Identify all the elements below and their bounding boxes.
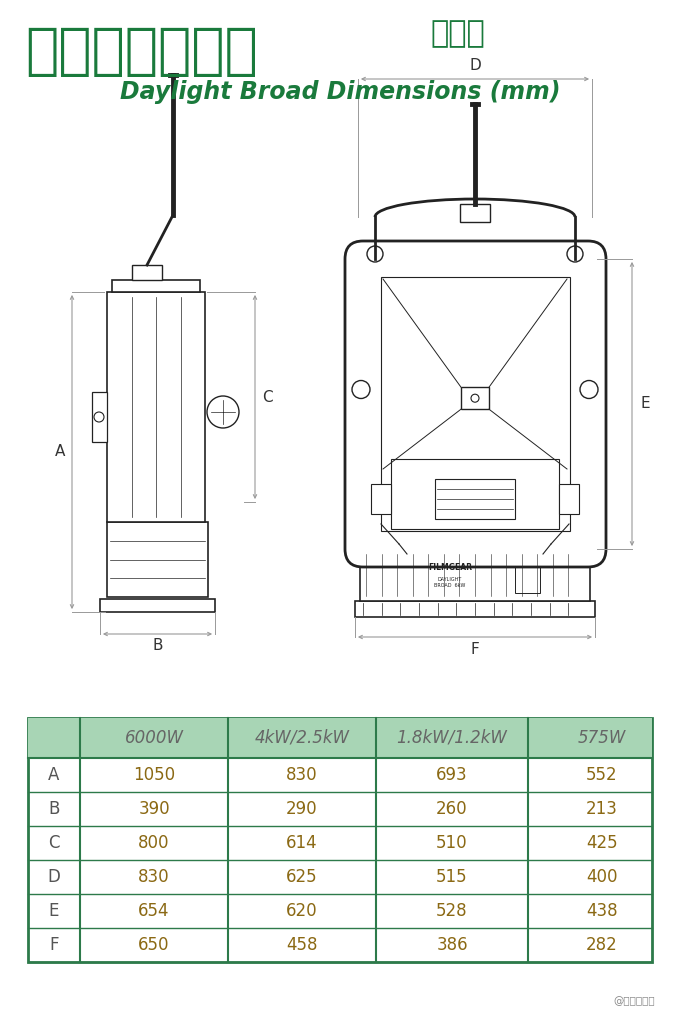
Text: C: C: [48, 834, 60, 852]
Text: A: A: [55, 444, 65, 460]
Text: 528: 528: [436, 902, 468, 920]
Text: B: B: [48, 800, 60, 818]
Text: FILMGEAR: FILMGEAR: [428, 563, 472, 572]
Text: 614: 614: [286, 834, 318, 852]
Bar: [28, 718, 652, 962]
Circle shape: [567, 246, 583, 262]
Bar: [381, 277, 570, 531]
Text: 625: 625: [286, 868, 318, 886]
Bar: [107, 522, 208, 597]
Text: 830: 830: [138, 868, 170, 886]
Text: 213: 213: [586, 800, 618, 818]
Text: E: E: [640, 397, 650, 411]
Text: E: E: [49, 902, 59, 920]
FancyBboxPatch shape: [345, 241, 606, 567]
Circle shape: [367, 246, 383, 262]
Bar: [107, 292, 205, 522]
Text: 552: 552: [586, 766, 618, 784]
Text: @影视工业网: @影视工业网: [613, 996, 655, 1006]
Bar: [559, 484, 579, 514]
Bar: [435, 479, 515, 519]
Text: 650: 650: [138, 936, 170, 954]
Circle shape: [207, 396, 239, 428]
Bar: [460, 204, 490, 222]
Text: 规格表: 规格表: [430, 19, 485, 48]
Text: 282: 282: [586, 936, 618, 954]
Text: Daylight Broad Dimensions (mm): Daylight Broad Dimensions (mm): [120, 80, 560, 104]
Text: 1.8kW/1.2kW: 1.8kW/1.2kW: [396, 729, 507, 747]
Text: 425: 425: [586, 834, 618, 852]
Text: 830: 830: [286, 766, 318, 784]
Text: 290: 290: [286, 800, 318, 818]
Circle shape: [352, 381, 370, 399]
Bar: [461, 387, 489, 409]
Bar: [371, 484, 391, 514]
Text: 575W: 575W: [578, 729, 626, 747]
Text: A: A: [48, 766, 60, 784]
Circle shape: [94, 412, 104, 422]
Text: F: F: [471, 641, 479, 656]
Text: DAYLIGHT
BROAD  6kW: DAYLIGHT BROAD 6kW: [435, 578, 466, 588]
Bar: [391, 459, 559, 529]
Bar: [360, 549, 590, 601]
Bar: [132, 265, 162, 280]
Text: 438: 438: [586, 902, 618, 920]
Text: 654: 654: [138, 902, 170, 920]
Text: 620: 620: [286, 902, 318, 920]
Text: 515: 515: [436, 868, 468, 886]
Circle shape: [471, 394, 479, 402]
Bar: [112, 280, 200, 292]
Text: 1050: 1050: [133, 766, 175, 784]
Text: 800: 800: [138, 834, 170, 852]
Text: B: B: [152, 638, 163, 653]
Text: 6000W: 6000W: [124, 729, 184, 747]
Text: F: F: [49, 936, 58, 954]
Text: 386: 386: [436, 936, 468, 954]
Text: 390: 390: [138, 800, 170, 818]
Text: D: D: [48, 868, 61, 886]
Text: 510: 510: [436, 834, 468, 852]
Bar: [355, 601, 595, 617]
Text: 4kW/2.5kW: 4kW/2.5kW: [254, 729, 350, 747]
Bar: [100, 599, 215, 612]
Text: 693: 693: [436, 766, 468, 784]
Bar: [515, 557, 540, 593]
Text: C: C: [262, 390, 272, 404]
Text: 400: 400: [586, 868, 617, 886]
Text: 260: 260: [436, 800, 468, 818]
Text: 458: 458: [286, 936, 318, 954]
Bar: [92, 392, 107, 442]
Text: D: D: [469, 58, 481, 73]
Circle shape: [580, 381, 598, 399]
Bar: [28, 718, 652, 758]
Text: 高色温泛光镝灯: 高色温泛光镝灯: [25, 25, 258, 79]
